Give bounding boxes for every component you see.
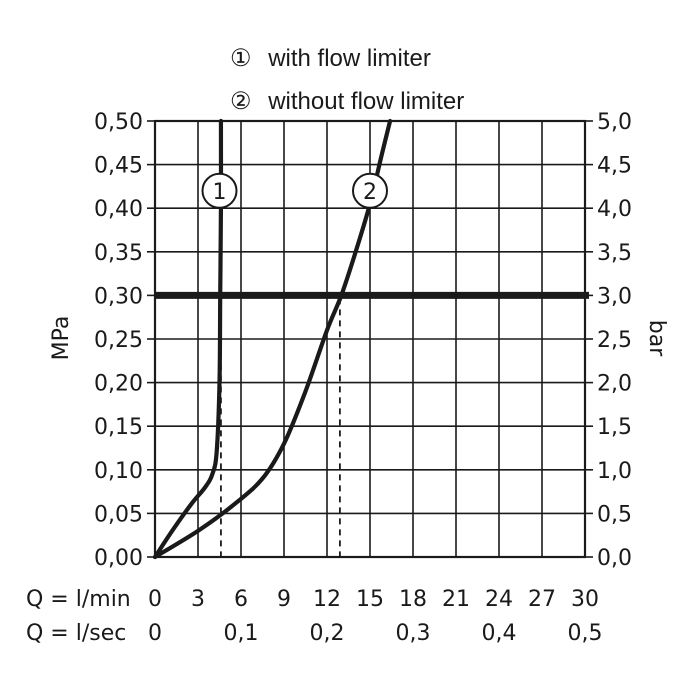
x-tick-secondary-3: 0,3 (396, 621, 431, 646)
y-tick-left-10: 0,50 (94, 110, 143, 135)
y-tick-left-0: 0,00 (94, 546, 143, 571)
y-tick-right-1: 0,5 (597, 502, 632, 527)
y-tick-right-6: 3,0 (597, 284, 632, 309)
x-tick-8: 24 (485, 587, 513, 612)
x-tick-2: 6 (234, 587, 248, 612)
legend: ① with flow limiter ② without flow limit… (230, 45, 464, 115)
y-tick-left-2: 0,10 (94, 459, 143, 484)
x-tick-secondary-2: 0,2 (310, 621, 345, 646)
x-tick-3: 9 (277, 587, 291, 612)
y-tick-left-8: 0,40 (94, 197, 143, 222)
y-tick-left-6: 0,30 (94, 284, 143, 309)
series-1-line (152, 118, 224, 560)
series-2-marker-circle (352, 172, 388, 209)
y-tick-right-10: 5,0 (597, 110, 632, 135)
x-tick-10: 30 (571, 587, 599, 612)
x-axis-label-main: Q = l/min (26, 587, 131, 612)
x-tick-secondary-0: 0 (148, 621, 162, 646)
series-1-marker-circle (201, 172, 238, 209)
series-2-marker: 2 (352, 172, 388, 209)
y-tick-right-3: 1,5 (597, 415, 632, 440)
legend-entry-1: ① with flow limiter (230, 45, 431, 72)
y-tick-left-7: 0,35 (94, 241, 143, 266)
y-tick-right-9: 4,5 (597, 154, 632, 179)
x-tick-9: 27 (528, 587, 556, 612)
y-tick-left-9: 0,45 (94, 154, 143, 179)
series-2-marker-label: 2 (363, 180, 377, 205)
x-tick-5: 15 (356, 587, 384, 612)
y-tick-labels-left: 0,00 0,05 0,10 0,15 0,20 0,25 0,30 0,35 0,40 0,45… (94, 110, 143, 571)
series-1-marker: 1 (201, 172, 238, 209)
y-tick-left-1: 0,05 (94, 502, 143, 527)
x-tick-7: 21 (442, 587, 470, 612)
y-tick-right-8: 4,0 (597, 197, 632, 222)
series-1-marker-label: 1 (213, 180, 227, 205)
y-tick-labels-right: 0,0 0,5 1,0 1,5 2,0 2,5 3,0 3,5 4,0 4,5 5,0 (597, 110, 632, 571)
y-tick-right-7: 3,5 (597, 241, 632, 266)
x-tick-secondary-4: 0,4 (482, 621, 517, 646)
y-axis-label-left: MPa (49, 316, 74, 361)
y-tick-right-4: 2,0 (597, 372, 632, 397)
x-tick-secondary-1: 0,1 (224, 621, 259, 646)
legend-symbol-1: ① (230, 45, 252, 72)
legend-label-1: with flow limiter (267, 45, 431, 72)
x-tick-4: 12 (313, 587, 341, 612)
y-tick-right-5: 2,5 (597, 328, 632, 353)
legend-entry-2: ② without flow limiter (230, 88, 464, 115)
x-tick-labels: 0 3 6 9 12 15 18 21 24 27 30 (148, 587, 599, 612)
y-tick-left-3: 0,15 (94, 415, 143, 440)
y-tick-right-2: 1,0 (597, 459, 632, 484)
legend-label-2: without flow limiter (267, 88, 464, 115)
legend-symbol-2: ② (230, 88, 252, 115)
y-axis-label-right: bar (644, 320, 669, 357)
x-tick-6: 18 (399, 587, 427, 612)
drop-lines (220, 298, 341, 557)
x-tick-labels-secondary: 0 0,1 0,2 0,3 0,4 0,5 (148, 621, 603, 646)
x-tick-1: 3 (191, 587, 205, 612)
plot-frame (153, 119, 587, 559)
x-tick-secondary-5: 0,5 (568, 621, 603, 646)
x-axis-label-secondary: Q = l/sec (26, 621, 126, 646)
y-tick-left-5: 0,25 (94, 328, 143, 353)
x-tick-0: 0 (148, 587, 162, 612)
y-tick-right-0: 0,0 (597, 546, 632, 571)
y-tick-left-4: 0,20 (94, 372, 143, 397)
